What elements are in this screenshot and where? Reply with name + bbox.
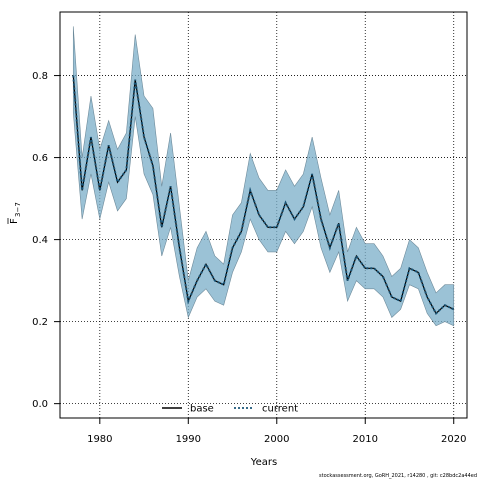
plot-frame [59,11,468,419]
y-axis-label-subscript: 3−7 [14,202,22,217]
y-axis-label: F 3−7 [7,202,22,224]
footer-credit: stockassessment.org, GoRH_2021, r14280 ,… [319,473,477,479]
y-axis-label-main: F [9,218,20,224]
x-tick-label: 2010 [353,434,378,445]
confidence-band [72,26,455,327]
y-tick-label: 0.6 [32,153,48,164]
x-tick-label: 2000 [264,434,289,445]
y-tick-label: 0.8 [32,71,48,82]
x-tick-label: 1990 [176,434,201,445]
y-tick-label: 0.0 [32,399,48,410]
y-tick-label: 0.2 [32,317,48,328]
x-axis-label: Years [250,457,277,468]
y-tick-label: 0.4 [32,235,48,246]
x-tick-label: 2020 [441,434,466,445]
grid [60,12,467,418]
legend: base current [162,404,298,415]
confidence-band-area [72,26,455,327]
series-line-base [72,75,454,315]
y-axis: 0.0 0.2 0.4 0.6 0.8 [32,71,60,410]
legend-label-base: base [190,404,214,415]
x-axis: 1980 1990 2000 2010 2020 [87,418,466,445]
x-tick-label: 1980 [87,434,112,445]
legend-label-current: current [262,404,298,415]
series-lines [72,75,455,316]
